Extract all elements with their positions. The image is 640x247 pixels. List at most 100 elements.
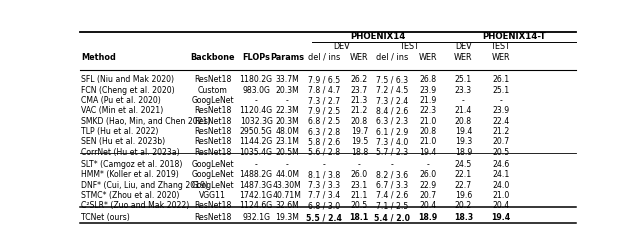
Text: 7.3 / 2.7: 7.3 / 2.7 [308, 96, 340, 105]
Text: Params: Params [270, 53, 305, 62]
Text: 18.9: 18.9 [419, 213, 438, 223]
Text: 18.1: 18.1 [349, 213, 369, 223]
Text: 23.9: 23.9 [492, 106, 509, 115]
Text: 7.1 / 2.5: 7.1 / 2.5 [376, 201, 408, 210]
Text: 5.6 / 2.8: 5.6 / 2.8 [308, 148, 340, 157]
Text: 7.3 / 3.3: 7.3 / 3.3 [308, 181, 340, 189]
Text: ResNet18: ResNet18 [195, 117, 232, 126]
Text: 6.8 / 3.0: 6.8 / 3.0 [308, 201, 340, 210]
Text: -: - [391, 160, 394, 169]
Text: 21.0: 21.0 [420, 137, 437, 146]
Text: GoogLeNet: GoogLeNet [191, 96, 234, 105]
Text: 6.8 / 2.5: 6.8 / 2.5 [308, 117, 340, 126]
Text: DEV: DEV [455, 42, 472, 51]
Text: 7.9 / 2.5: 7.9 / 2.5 [308, 106, 340, 115]
Text: 1035.4G: 1035.4G [239, 148, 273, 157]
Text: TEST: TEST [400, 42, 420, 51]
Text: 8.2 / 3.6: 8.2 / 3.6 [376, 170, 408, 179]
Text: HMM* (Koller et al. 2019): HMM* (Koller et al. 2019) [81, 170, 179, 179]
Text: 20.8: 20.8 [351, 117, 368, 126]
Text: 22.1: 22.1 [455, 170, 472, 179]
Text: 24.1: 24.1 [492, 170, 509, 179]
Text: 7.8 / 4.7: 7.8 / 4.7 [308, 86, 340, 95]
Text: 983.0G: 983.0G [242, 86, 270, 95]
Text: 6.3 / 2.8: 6.3 / 2.8 [308, 127, 340, 136]
Text: VAC (Min et al. 2021): VAC (Min et al. 2021) [81, 106, 163, 115]
Text: -: - [427, 160, 429, 169]
Text: 19.3M: 19.3M [275, 213, 300, 223]
Text: 5.8 / 2.6: 5.8 / 2.6 [308, 137, 340, 146]
Text: 20.3M: 20.3M [275, 86, 300, 95]
Text: 1032.3G: 1032.3G [239, 117, 273, 126]
Text: 932.1G: 932.1G [242, 213, 270, 223]
Text: 23.1: 23.1 [351, 181, 368, 189]
Text: -: - [462, 96, 465, 105]
Text: GoogLeNet: GoogLeNet [191, 181, 234, 189]
Text: 1120.4G: 1120.4G [239, 106, 273, 115]
Text: 20.5: 20.5 [351, 201, 368, 210]
Text: 26.2: 26.2 [351, 75, 368, 84]
Text: TCNet (ours): TCNet (ours) [81, 213, 130, 223]
Text: 20.5: 20.5 [492, 148, 509, 157]
Text: 22.3M: 22.3M [275, 106, 300, 115]
Text: 25.1: 25.1 [455, 75, 472, 84]
Text: 19.3: 19.3 [455, 137, 472, 146]
Text: 7.2 / 4.5: 7.2 / 4.5 [376, 86, 408, 95]
Text: WER: WER [454, 53, 473, 62]
Text: DNF* (Cui, Liu, and Zhang 2019): DNF* (Cui, Liu, and Zhang 2019) [81, 181, 208, 189]
Text: FLOPs: FLOPs [242, 53, 270, 62]
Text: -: - [286, 96, 289, 105]
Text: 19.6: 19.6 [455, 191, 472, 200]
Text: 8.4 / 2.6: 8.4 / 2.6 [376, 106, 408, 115]
Text: 20.8: 20.8 [420, 127, 436, 136]
Text: C²SLR* (Zuo and Mak 2022): C²SLR* (Zuo and Mak 2022) [81, 201, 189, 210]
Text: 26.0: 26.0 [351, 170, 368, 179]
Text: 23.3: 23.3 [455, 86, 472, 95]
Text: DEV: DEV [333, 42, 349, 51]
Text: -: - [286, 160, 289, 169]
Text: 5.7 / 2.3: 5.7 / 2.3 [376, 148, 408, 157]
Text: WER: WER [350, 53, 369, 62]
Text: 19.5: 19.5 [351, 137, 368, 146]
Text: 23.7: 23.7 [351, 86, 368, 95]
Text: 6.3 / 2.3: 6.3 / 2.3 [376, 117, 408, 126]
Text: GoogLeNet: GoogLeNet [191, 160, 234, 169]
Text: 21.1: 21.1 [351, 191, 368, 200]
Text: 21.4: 21.4 [455, 106, 472, 115]
Text: 19.4: 19.4 [491, 213, 510, 223]
Text: 1487.3G: 1487.3G [239, 181, 273, 189]
Text: 22.9: 22.9 [420, 181, 436, 189]
Text: 22.7: 22.7 [455, 181, 472, 189]
Text: 48.0M: 48.0M [275, 127, 300, 136]
Text: 33.7M: 33.7M [275, 75, 300, 84]
Text: STMC* (Zhou et al. 2020): STMC* (Zhou et al. 2020) [81, 191, 179, 200]
Text: 24.5: 24.5 [455, 160, 472, 169]
Text: -: - [499, 96, 502, 105]
Text: 21.2: 21.2 [492, 127, 509, 136]
Text: 21.3: 21.3 [351, 96, 368, 105]
Text: ResNet18: ResNet18 [195, 148, 232, 157]
Text: -: - [323, 160, 325, 169]
Text: 43.30M: 43.30M [273, 181, 301, 189]
Text: 20.8: 20.8 [455, 117, 472, 126]
Text: 25.1: 25.1 [492, 86, 509, 95]
Text: ResNet18: ResNet18 [195, 127, 232, 136]
Text: 5.5 / 2.4: 5.5 / 2.4 [306, 213, 342, 223]
Text: ResNet18: ResNet18 [195, 106, 232, 115]
Text: del / ins: del / ins [376, 53, 408, 62]
Text: 5.4 / 2.0: 5.4 / 2.0 [374, 213, 410, 223]
Text: 7.9 / 6.5: 7.9 / 6.5 [308, 75, 340, 84]
Text: 20.7: 20.7 [420, 191, 436, 200]
Text: 21.0: 21.0 [492, 191, 509, 200]
Text: TLP (Hu et al. 2022): TLP (Hu et al. 2022) [81, 127, 158, 136]
Text: 22.3: 22.3 [420, 106, 436, 115]
Text: 22.4: 22.4 [492, 117, 509, 126]
Text: 40.71M: 40.71M [273, 191, 302, 200]
Text: ResNet18: ResNet18 [195, 75, 232, 84]
Text: 1180.2G: 1180.2G [239, 75, 273, 84]
Text: WER: WER [492, 53, 510, 62]
Text: 18.8: 18.8 [351, 148, 368, 157]
Text: 32.6M: 32.6M [275, 201, 300, 210]
Text: SMKD (Hao, Min, and Chen 2021): SMKD (Hao, Min, and Chen 2021) [81, 117, 211, 126]
Text: 19.4: 19.4 [419, 148, 437, 157]
